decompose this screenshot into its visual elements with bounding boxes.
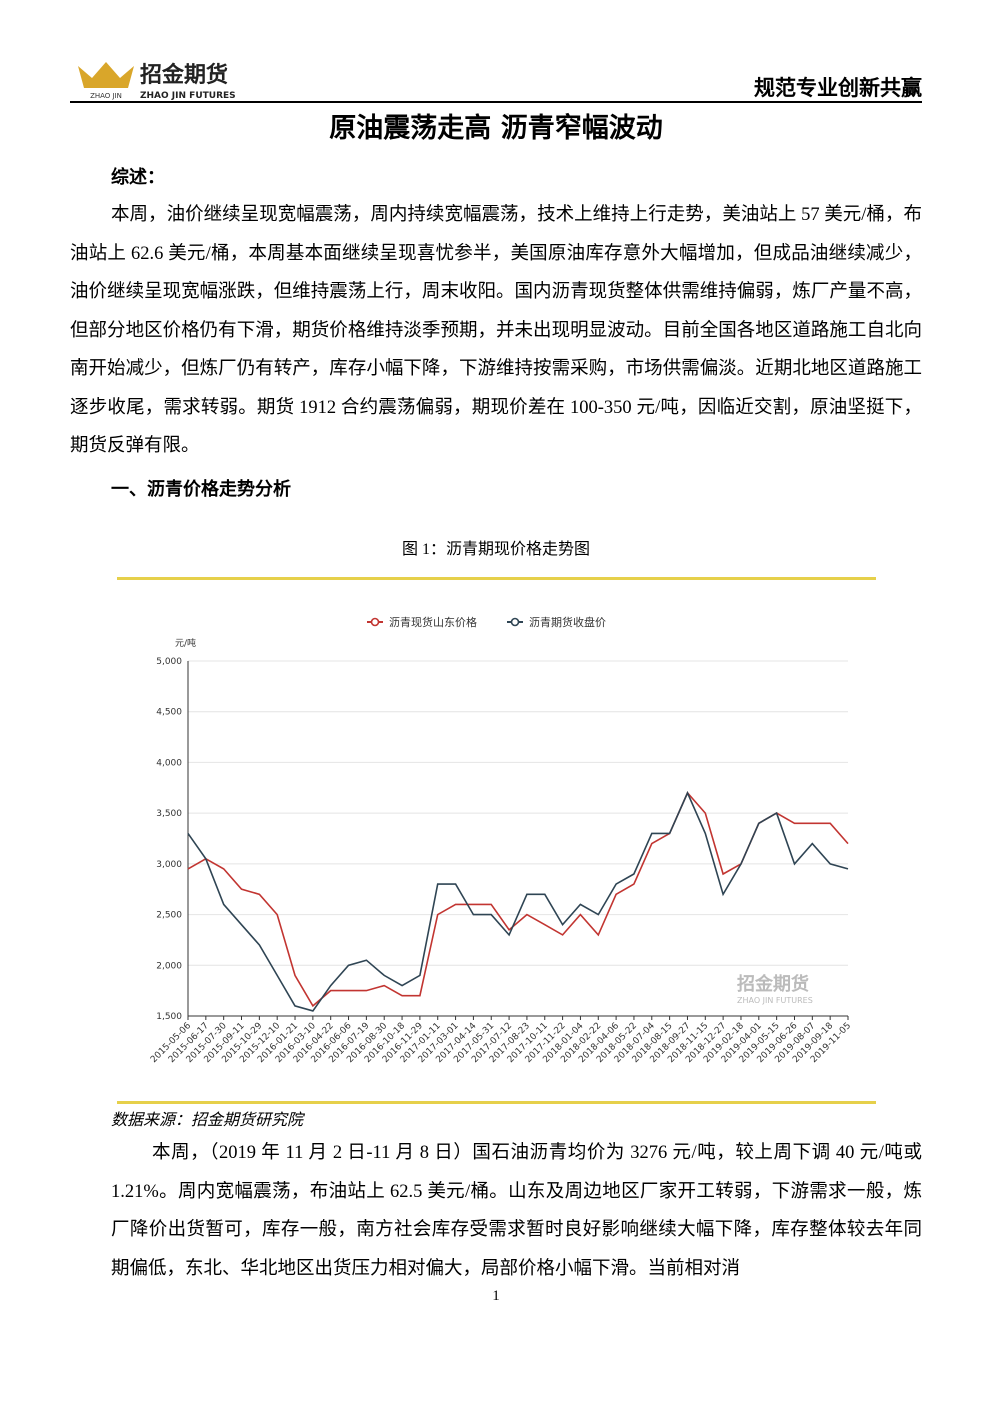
data-source: 数据来源：招金期货研究院 <box>111 1112 304 1129</box>
company-name: 招金期货 <box>140 62 228 88</box>
paragraph: 本周，油价继续呈现宽幅震荡，周内持续宽幅震荡，技术上维持上行走势，美油站上 57… <box>70 205 922 456</box>
series-line <box>187 791 849 1008</box>
y-tick-label: 4,000 <box>156 758 182 768</box>
logo-small-text: ZHAO JIN <box>90 92 122 100</box>
company-name-en: ZHAO JIN FUTURES <box>140 91 236 101</box>
header-rule <box>70 101 922 103</box>
paragraph: 本周，（2019 年 11 月 2 日-11 月 8 日）国石油沥青均价为 32… <box>111 1143 922 1279</box>
slogan: 规范专业创新共赢 <box>754 76 922 100</box>
logo-crown <box>78 62 134 88</box>
y-tick-label: 1,500 <box>156 1012 182 1022</box>
y-tick-label: 2,500 <box>156 911 182 921</box>
logo: ZHAO JIN 招金期货 ZHAO JIN FUTURES <box>78 62 236 101</box>
page-number: 1 <box>492 1288 500 1304</box>
figure-caption: 图 1：沥青期现价格走势图 <box>401 541 590 558</box>
figure-rule <box>117 577 876 580</box>
legend-marker <box>370 617 380 627</box>
y-axis-unit: 元/吨 <box>175 637 196 649</box>
y-tick-label: 5,000 <box>156 657 182 667</box>
figure-rule <box>117 1101 876 1104</box>
summary-heading: 综述： <box>111 167 165 188</box>
chart: 元/吨 1,500 2,000 2,500 3,000 3,500 4,000 4,500 5,… <box>149 615 853 1065</box>
y-tick-label: 3,000 <box>156 860 182 870</box>
series-line <box>187 790 849 1012</box>
legend-label: 沥青现货山东价格 <box>389 615 477 629</box>
section-heading: 一、沥青价格走势分析 <box>111 479 291 500</box>
doc-title: 原油震荡走高 沥青窄幅波动 <box>329 113 663 144</box>
y-tick-label: 4,500 <box>156 708 182 718</box>
y-tick-label: 2,000 <box>156 961 182 971</box>
watermark: 招金期货 <box>737 973 809 995</box>
legend-label: 沥青期货收盘价 <box>529 615 606 629</box>
y-tick-label: 3,500 <box>156 809 182 819</box>
legend-marker <box>510 617 520 627</box>
watermark-en: ZHAO JIN FUTURES <box>737 996 813 1005</box>
